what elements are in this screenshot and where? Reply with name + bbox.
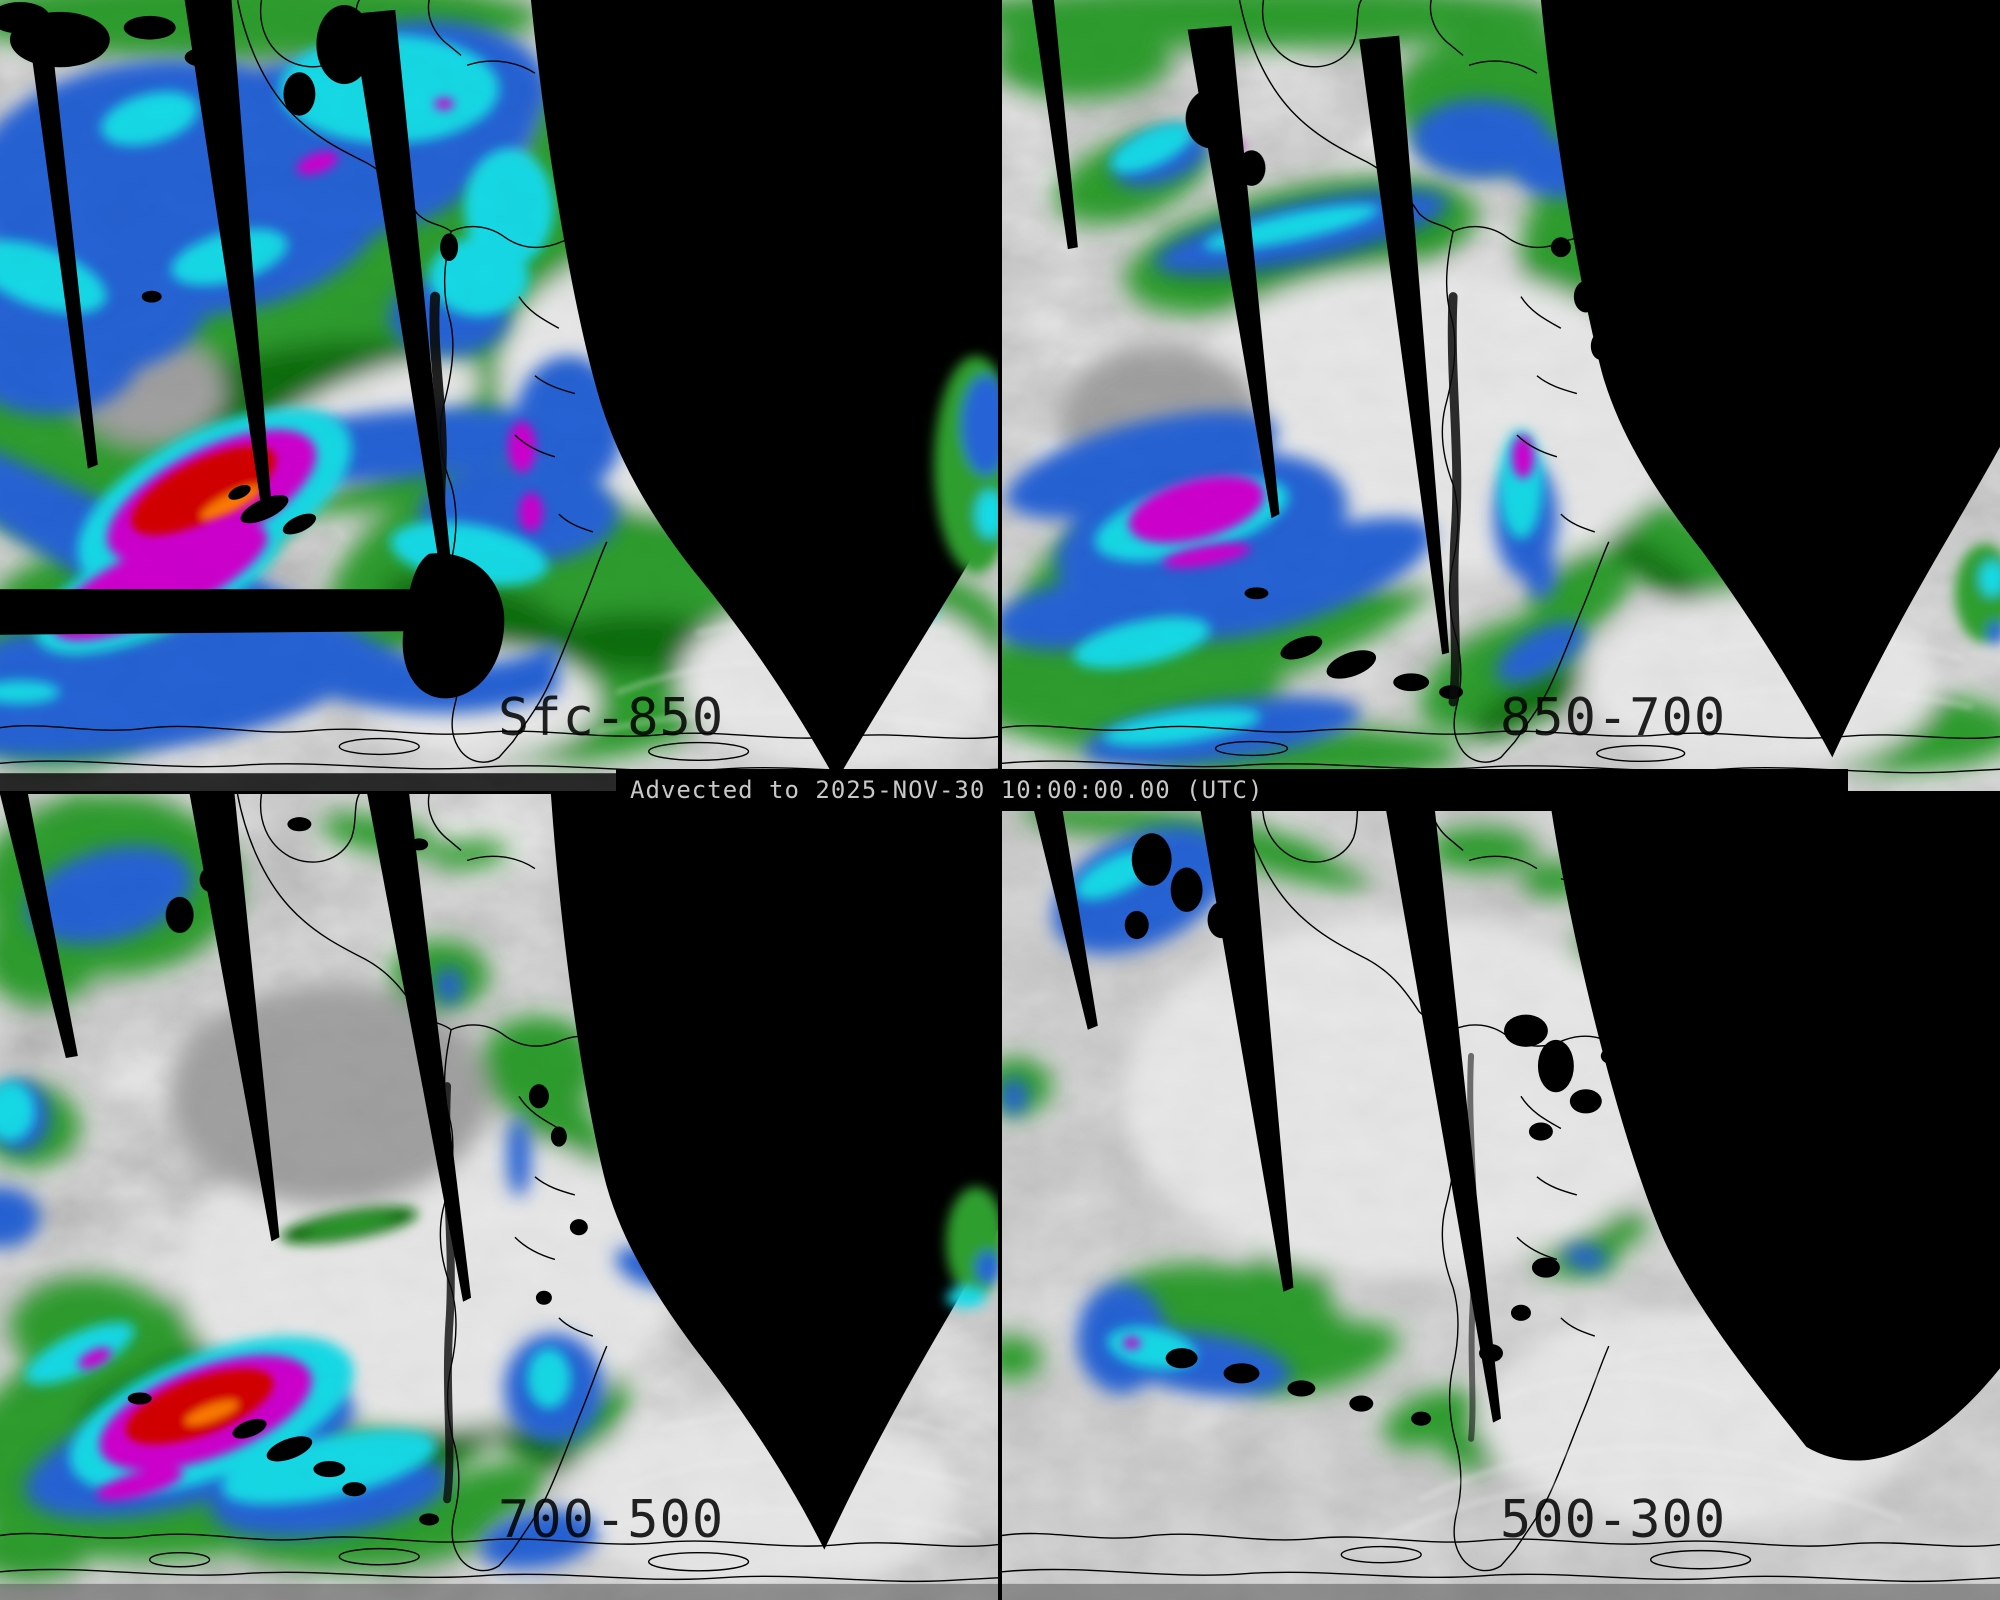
panel-850-700: 850-700 [1002, 0, 2000, 791]
satellite-moisture-image-sfc-850 [0, 0, 998, 791]
andes-ridge [1447, 292, 1462, 707]
coastlines [1002, 0, 2000, 774]
satellite-swath-gaps [0, 794, 472, 1302]
no-data-wedge [550, 794, 998, 1550]
bottom-dark-strip [1002, 1583, 2000, 1600]
advection-time-banner: Advected to 2025-NOV-30 10:00:00.00 (UTC… [616, 769, 1848, 811]
panel-700-500: 700-500 [0, 794, 998, 1600]
layer-label-700-500: 700-500 [498, 1490, 725, 1550]
no-data-wedge [1548, 794, 2000, 1461]
satellite-moisture-image-700-500 [0, 794, 998, 1600]
layer-label-500-300: 500-300 [1500, 1490, 1727, 1550]
panel-500-300: 500-300 [1002, 794, 2000, 1600]
no-data-wedge [1540, 0, 2000, 758]
coastlines [0, 794, 998, 1583]
coastlines [1002, 794, 2000, 1583]
bottom-dark-strip [0, 1583, 998, 1600]
satellite-moisture-image-850-700 [1002, 0, 2000, 791]
panel-sfc-850: Sfc-850 [0, 0, 998, 791]
satellite-swath-gaps [27, 0, 458, 627]
satellite-swath-gaps [1031, 0, 1450, 655]
coastlines [0, 0, 998, 774]
layer-label-850-700: 850-700 [1500, 688, 1727, 748]
no-data-wedge [530, 0, 998, 782]
edge-swath-imagery [946, 1186, 998, 1308]
edge-swath-imagery [934, 355, 998, 574]
bottom-no-data-band [0, 553, 699, 791]
layer-label-sfc-850: Sfc-850 [498, 688, 725, 748]
edge-swath-imagery [1955, 543, 2000, 645]
satellite-swath-gaps [1029, 794, 1501, 1423]
advection-time-text: Advected to 2025-NOV-30 10:00:00.00 (UTC… [630, 776, 1264, 804]
satellite-moisture-image-500-300 [1002, 794, 2000, 1600]
